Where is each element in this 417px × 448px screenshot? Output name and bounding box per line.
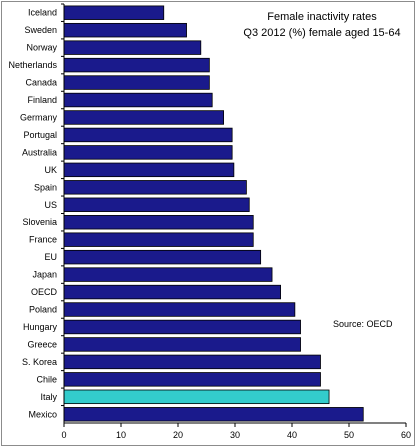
bar-germany xyxy=(63,110,225,125)
category-label-norway: Norway xyxy=(26,43,57,53)
x-tick-label-30: 30 xyxy=(230,430,240,440)
category-label-sweden: Sweden xyxy=(24,25,57,35)
bar-france xyxy=(63,232,254,247)
category-label-s-korea: S. Korea xyxy=(22,357,57,367)
category-label-chile: Chile xyxy=(36,374,57,384)
bar-mexico xyxy=(63,407,364,422)
category-label-australia: Australia xyxy=(22,147,57,157)
category-label-finland: Finland xyxy=(27,95,57,105)
bar-sweden xyxy=(63,22,187,38)
x-tick-label-60: 60 xyxy=(401,430,411,440)
category-label-us: US xyxy=(44,200,57,210)
x-tick-label-0: 0 xyxy=(61,430,66,440)
bar-canada xyxy=(63,75,210,90)
category-label-canada: Canada xyxy=(25,78,57,88)
category-label-portugal: Portugal xyxy=(23,130,57,140)
source-note: Source: OECD xyxy=(333,319,393,329)
category-label-greece: Greece xyxy=(27,339,57,349)
bar-poland xyxy=(63,302,296,317)
bar-s-korea xyxy=(63,354,321,370)
category-label-spain: Spain xyxy=(34,182,57,192)
bar-chile xyxy=(63,372,321,387)
bar-greece xyxy=(63,337,301,352)
category-label-netherlands: Netherlands xyxy=(8,60,57,70)
bar-oecd xyxy=(63,284,282,300)
bar-portugal xyxy=(63,127,233,143)
bar-group xyxy=(63,5,364,422)
bar-hungary xyxy=(63,319,301,335)
category-label-germany: Germany xyxy=(20,112,58,122)
category-label-japan: Japan xyxy=(32,270,57,280)
x-tick-label-20: 20 xyxy=(173,430,183,440)
bar-australia xyxy=(63,145,233,160)
bar-eu xyxy=(63,249,262,265)
bar-japan xyxy=(63,267,273,282)
category-label-iceland: Iceland xyxy=(28,8,57,18)
category-label-oecd: OECD xyxy=(31,287,58,297)
category-label-france: France xyxy=(29,235,57,245)
bar-italy xyxy=(63,389,330,405)
bar-us xyxy=(63,197,250,212)
category-label-eu: EU xyxy=(44,252,57,262)
bar-slovenia xyxy=(63,215,254,230)
category-label-hungary: Hungary xyxy=(23,322,58,332)
category-label-italy: Italy xyxy=(40,392,57,402)
chart-title: Female inactivity rates xyxy=(267,11,377,23)
category-labels: Iceland Sweden Norway Netherlands Canada Finl… xyxy=(8,8,57,420)
bar-norway xyxy=(63,40,202,55)
category-label-slovenia: Slovenia xyxy=(22,217,57,227)
bar-spain xyxy=(63,180,247,195)
x-tick-label-40: 40 xyxy=(287,430,297,440)
bar-finland xyxy=(63,92,213,108)
x-tick-label-10: 10 xyxy=(116,430,126,440)
category-label-mexico: Mexico xyxy=(28,409,57,419)
bar-uk xyxy=(63,162,235,178)
bar-netherlands xyxy=(63,57,210,73)
chart-subtitle: Q3 2012 (%) female aged 15-64 xyxy=(243,27,400,39)
category-label-poland: Poland xyxy=(29,305,57,315)
bar-iceland xyxy=(63,5,165,20)
category-label-uk: UK xyxy=(44,165,57,175)
x-axis: 0 10 20 30 40 50 60 xyxy=(61,3,411,440)
x-tick-label-50: 50 xyxy=(344,430,354,440)
